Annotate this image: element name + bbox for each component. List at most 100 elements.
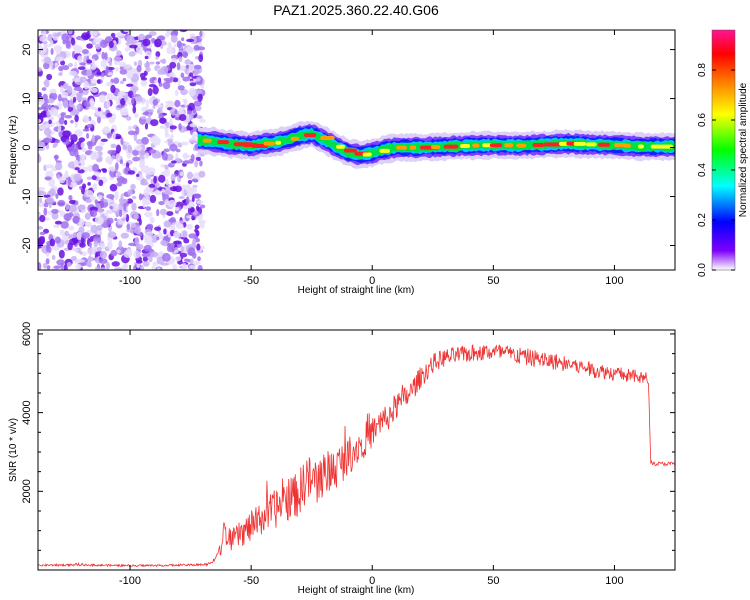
noise-blob <box>143 188 150 197</box>
colorbar-tick-label: 0.0 <box>697 263 708 277</box>
noise-blob <box>186 171 194 180</box>
noise-blob <box>167 42 172 48</box>
noise-blob <box>46 196 55 204</box>
x-tick-label: -50 <box>243 275 259 287</box>
noise-blob <box>193 100 202 107</box>
noise-blob <box>79 62 86 66</box>
ridge-peak-segment <box>443 144 459 149</box>
noise-blob <box>53 45 63 52</box>
noise-blob <box>85 133 90 139</box>
noise-blob <box>112 131 116 140</box>
noise-blob <box>92 58 96 67</box>
noise-blob <box>48 178 56 187</box>
noise-blob <box>115 171 122 177</box>
ridge-green-band <box>197 129 675 160</box>
noise-blob <box>39 231 46 236</box>
noise-blob <box>97 207 104 214</box>
noise-blob <box>164 164 169 170</box>
noise-blob <box>59 229 65 236</box>
noise-blob <box>50 48 54 55</box>
noise-blob <box>199 204 206 209</box>
noise-blob <box>152 99 159 106</box>
noise-blob <box>176 40 182 49</box>
y-tick-label: 0 <box>21 144 33 150</box>
noise-blob <box>140 182 149 186</box>
noise-blob <box>193 186 197 193</box>
noise-blob <box>39 35 49 43</box>
noise-blob <box>185 196 190 205</box>
frequency-ridge <box>197 120 675 169</box>
noise-blob <box>63 213 72 221</box>
noise-blob <box>124 166 129 172</box>
noise-blob <box>60 60 66 66</box>
noise-blob <box>101 127 111 134</box>
noise-blob <box>99 39 108 49</box>
noise-blob <box>85 198 92 204</box>
noise-blob <box>157 77 162 84</box>
snr-panel: -100 -50 0 50 100 2000 4000 6000 Height of stra… <box>8 322 676 596</box>
noise-blob <box>57 187 64 196</box>
noise-blob <box>93 171 101 176</box>
noise-blob <box>87 141 93 150</box>
noise-blob <box>151 265 156 270</box>
noise-blob <box>122 77 127 82</box>
noise-blob <box>98 216 104 225</box>
noise-blob <box>173 43 177 48</box>
noise-blob <box>67 106 74 113</box>
snr-y-label: SNR (10 * v/v) <box>8 418 19 482</box>
noise-blob <box>195 156 201 162</box>
noise-blob <box>165 121 170 129</box>
noise-blob <box>57 199 66 207</box>
noise-blob <box>79 250 83 255</box>
y-tick-label: 10 <box>21 92 33 104</box>
noise-blob <box>60 221 69 229</box>
noise-blob <box>169 61 177 69</box>
noise-blob <box>61 91 69 99</box>
snr-frame <box>37 329 676 571</box>
noise-blob <box>180 141 189 146</box>
noise-blob <box>119 69 128 75</box>
spectrogram-y-label: Frequency (Hz) <box>8 116 19 185</box>
noise-blob <box>168 218 175 223</box>
noise-blob <box>73 75 80 79</box>
noise-blob <box>97 107 102 112</box>
noise-blob <box>120 137 124 146</box>
noise-blob <box>88 242 92 248</box>
noise-blob <box>171 222 175 230</box>
noise-blob <box>131 195 137 200</box>
noise-blob <box>125 213 130 223</box>
noise-blob <box>86 176 93 180</box>
noise-blob <box>41 87 47 91</box>
noise-blob <box>152 85 159 95</box>
noise-blob <box>43 202 49 208</box>
noise-blob <box>121 217 126 222</box>
ridge-peak-segment <box>472 143 480 148</box>
noise-blob <box>116 249 121 254</box>
noise-blob <box>181 230 188 238</box>
noise-blob <box>197 93 203 102</box>
noise-blob <box>182 205 189 210</box>
noise-blob <box>90 209 98 218</box>
noise-blob <box>51 245 60 251</box>
noise-blob <box>138 150 146 156</box>
noise-blob <box>155 51 161 58</box>
noise-blob <box>187 259 191 263</box>
noise-blob <box>143 244 152 252</box>
noise-blob <box>182 154 192 159</box>
noise-blob <box>150 178 154 185</box>
noise-blob <box>106 112 113 118</box>
noise-blob <box>160 164 166 168</box>
noise-blob <box>77 55 83 63</box>
noise-blob <box>82 128 90 132</box>
noise-blob <box>58 72 63 77</box>
noise-blob <box>156 209 160 217</box>
noise-blob <box>134 95 143 102</box>
noise-blob <box>172 186 177 192</box>
noise-blob <box>158 200 165 206</box>
noise-blob <box>38 112 46 118</box>
noise-region <box>38 30 206 270</box>
noise-blob <box>188 264 196 269</box>
noise-blob <box>68 225 75 231</box>
noise-blob <box>152 261 159 267</box>
noise-blob <box>89 206 98 212</box>
